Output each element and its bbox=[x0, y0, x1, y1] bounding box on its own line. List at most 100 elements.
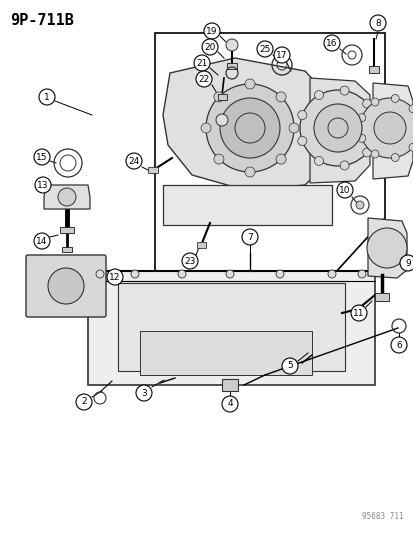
Text: 10: 10 bbox=[338, 185, 350, 195]
Circle shape bbox=[390, 337, 406, 353]
Circle shape bbox=[355, 201, 363, 209]
Bar bbox=[60, 227, 74, 233]
Circle shape bbox=[297, 110, 306, 119]
Circle shape bbox=[126, 153, 142, 169]
Circle shape bbox=[275, 270, 283, 278]
Circle shape bbox=[34, 233, 50, 249]
Circle shape bbox=[35, 177, 51, 193]
Text: 1: 1 bbox=[44, 93, 50, 101]
Text: 23: 23 bbox=[184, 256, 195, 265]
Circle shape bbox=[339, 86, 348, 95]
Circle shape bbox=[131, 270, 139, 278]
Circle shape bbox=[201, 123, 211, 133]
Circle shape bbox=[273, 47, 289, 63]
Circle shape bbox=[314, 91, 323, 100]
Circle shape bbox=[370, 124, 380, 133]
Circle shape bbox=[408, 143, 413, 151]
Circle shape bbox=[136, 385, 152, 401]
Polygon shape bbox=[367, 218, 406, 278]
Bar bbox=[197, 242, 206, 248]
Text: 22: 22 bbox=[198, 75, 209, 84]
Circle shape bbox=[58, 188, 76, 206]
Text: 25: 25 bbox=[259, 44, 270, 53]
FancyBboxPatch shape bbox=[26, 255, 106, 317]
Circle shape bbox=[297, 136, 306, 146]
Circle shape bbox=[327, 270, 335, 278]
Text: 14: 14 bbox=[36, 237, 47, 246]
Bar bbox=[368, 66, 378, 73]
Text: 7: 7 bbox=[247, 232, 252, 241]
Polygon shape bbox=[118, 283, 344, 371]
Text: 17: 17 bbox=[275, 51, 287, 60]
Circle shape bbox=[195, 71, 211, 87]
Text: 20: 20 bbox=[204, 43, 215, 52]
Circle shape bbox=[370, 98, 378, 106]
Circle shape bbox=[76, 394, 92, 410]
Polygon shape bbox=[309, 78, 369, 183]
Circle shape bbox=[204, 23, 219, 39]
Circle shape bbox=[299, 90, 375, 166]
Circle shape bbox=[336, 182, 352, 198]
Bar bbox=[147, 167, 158, 173]
Text: 24: 24 bbox=[128, 157, 139, 166]
Circle shape bbox=[313, 104, 361, 152]
Polygon shape bbox=[372, 83, 412, 179]
Circle shape bbox=[107, 269, 123, 285]
Text: 6: 6 bbox=[395, 341, 401, 350]
Circle shape bbox=[314, 156, 323, 165]
Polygon shape bbox=[44, 185, 90, 209]
Circle shape bbox=[339, 161, 348, 170]
Circle shape bbox=[366, 228, 406, 268]
Circle shape bbox=[178, 270, 185, 278]
Text: 9P-711B: 9P-711B bbox=[10, 13, 74, 28]
Polygon shape bbox=[163, 58, 329, 190]
Text: 4: 4 bbox=[227, 400, 232, 408]
Circle shape bbox=[288, 123, 298, 133]
Text: 16: 16 bbox=[325, 38, 337, 47]
Bar bbox=[221, 379, 237, 391]
Circle shape bbox=[242, 229, 257, 245]
Circle shape bbox=[399, 255, 413, 271]
Circle shape bbox=[225, 39, 237, 51]
Polygon shape bbox=[140, 331, 311, 375]
Bar bbox=[374, 293, 388, 301]
Circle shape bbox=[362, 148, 371, 157]
Circle shape bbox=[48, 268, 84, 304]
Circle shape bbox=[373, 112, 405, 144]
Circle shape bbox=[219, 98, 279, 158]
Circle shape bbox=[281, 358, 297, 374]
Polygon shape bbox=[88, 271, 374, 385]
Circle shape bbox=[182, 253, 197, 269]
Circle shape bbox=[275, 92, 285, 102]
Circle shape bbox=[216, 114, 228, 126]
Circle shape bbox=[275, 154, 285, 164]
Circle shape bbox=[214, 154, 223, 164]
Circle shape bbox=[96, 270, 104, 278]
Circle shape bbox=[359, 98, 413, 158]
Circle shape bbox=[34, 149, 50, 165]
Polygon shape bbox=[163, 185, 331, 225]
Circle shape bbox=[244, 79, 254, 89]
Circle shape bbox=[362, 99, 371, 108]
Text: 3: 3 bbox=[141, 389, 147, 398]
Bar bbox=[62, 247, 72, 252]
Circle shape bbox=[357, 134, 365, 142]
Text: 5: 5 bbox=[287, 361, 292, 370]
Circle shape bbox=[202, 39, 218, 55]
Circle shape bbox=[221, 396, 237, 412]
Circle shape bbox=[206, 84, 293, 172]
Text: 8: 8 bbox=[374, 19, 380, 28]
Circle shape bbox=[369, 15, 385, 31]
Circle shape bbox=[225, 270, 233, 278]
Circle shape bbox=[357, 270, 365, 278]
Circle shape bbox=[408, 104, 413, 112]
Text: 9: 9 bbox=[404, 259, 410, 268]
Text: 19: 19 bbox=[206, 27, 217, 36]
Bar bbox=[226, 63, 236, 69]
Text: 21: 21 bbox=[196, 59, 207, 68]
Circle shape bbox=[214, 92, 223, 102]
Circle shape bbox=[39, 89, 55, 105]
Text: 13: 13 bbox=[37, 181, 49, 190]
Bar bbox=[218, 94, 226, 100]
Circle shape bbox=[244, 167, 254, 177]
